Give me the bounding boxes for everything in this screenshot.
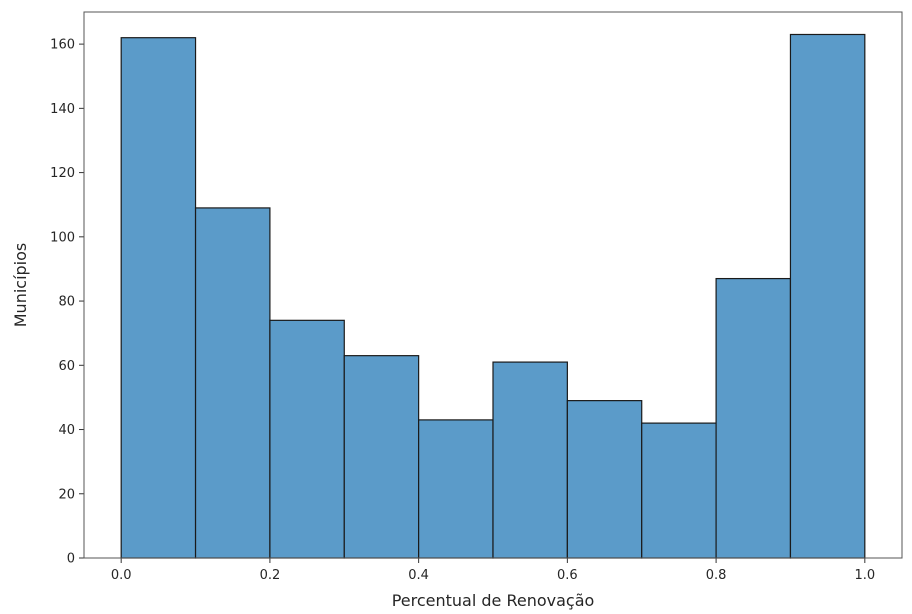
x-axis-label: Percentual de Renovação bbox=[392, 591, 595, 610]
x-tick-label: 1.0 bbox=[854, 568, 875, 583]
y-tick-label: 140 bbox=[50, 102, 75, 117]
histogram-bar bbox=[269, 319, 345, 559]
bars-group bbox=[120, 33, 866, 559]
x-tick-label: 0.2 bbox=[260, 568, 281, 583]
y-tick-label: 0 bbox=[67, 552, 75, 567]
histogram-bar bbox=[715, 277, 792, 559]
plot-frame bbox=[83, 11, 903, 559]
y-axis-label: Municípios bbox=[11, 243, 30, 328]
histogram-bar bbox=[641, 422, 717, 559]
y-axis: 0 20 40 60 80 100 120 140 160 bbox=[50, 38, 84, 567]
histogram-bar bbox=[492, 361, 568, 559]
y-tick-label: 80 bbox=[58, 295, 75, 310]
x-tick-label: 0.8 bbox=[706, 568, 727, 583]
y-tick-label: 20 bbox=[58, 487, 75, 502]
histogram-bar bbox=[566, 400, 643, 559]
x-axis: 0.0 0.2 0.4 0.6 0.8 1.0 bbox=[111, 558, 875, 583]
y-tick-label: 120 bbox=[50, 166, 75, 181]
histogram-bar bbox=[343, 355, 420, 559]
y-tick-label: 100 bbox=[50, 230, 75, 245]
y-tick-label: 160 bbox=[50, 38, 75, 53]
histogram-bar bbox=[418, 419, 494, 559]
histogram-bar bbox=[789, 33, 866, 559]
y-tick-label: 40 bbox=[58, 423, 75, 438]
histogram-bar bbox=[194, 207, 271, 559]
x-tick-label: 0.6 bbox=[557, 568, 578, 583]
y-tick-label: 60 bbox=[58, 359, 75, 374]
histogram-bar bbox=[120, 37, 197, 559]
x-tick-label: 0.0 bbox=[111, 568, 132, 583]
x-tick-label: 0.4 bbox=[408, 568, 429, 583]
